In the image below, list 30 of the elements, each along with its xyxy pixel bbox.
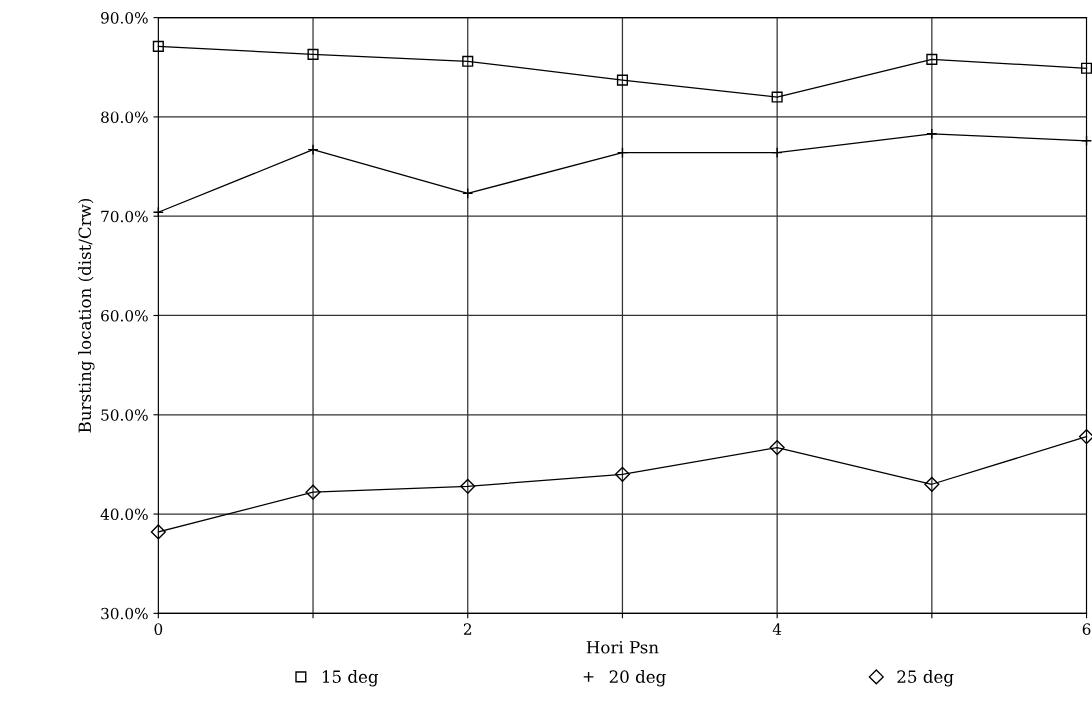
y-tick-label: 30.0%: [101, 607, 148, 620]
x-tick-label: 2: [463, 623, 472, 635]
x-tick-label: 0: [154, 623, 163, 635]
point: [307, 48, 319, 60]
y-tick-label: 40.0%: [100, 508, 148, 521]
x-tick-label: 6: [1082, 623, 1091, 635]
y-tick-label: 90.0%: [101, 12, 148, 24]
x-tick-label: 4: [772, 623, 782, 635]
point: [771, 91, 783, 103]
point: [460, 478, 476, 494]
y-tick-label: 60.0%: [101, 309, 148, 322]
point: [1080, 62, 1092, 74]
point: [1078, 429, 1092, 445]
point: [462, 55, 474, 67]
y-tick-label: 80.0%: [101, 111, 148, 123]
point: [150, 524, 166, 540]
point: [769, 439, 785, 456]
legend-label: 20 deg: [609, 670, 666, 687]
point: [926, 53, 938, 65]
x-axis-title: Hori Psn: [586, 641, 659, 654]
point: [305, 484, 321, 500]
legend-label: 15 deg: [322, 670, 379, 687]
y-axis-title: Bursting location (dist/Crw): [78, 198, 95, 433]
point: [152, 40, 164, 52]
point: [924, 476, 940, 492]
y-tick-label: 50.0%: [101, 409, 148, 421]
legend-label: 25 deg: [897, 670, 954, 687]
point: [616, 74, 628, 86]
point: [614, 466, 631, 482]
y-tick-label: 70.0%: [101, 210, 148, 223]
